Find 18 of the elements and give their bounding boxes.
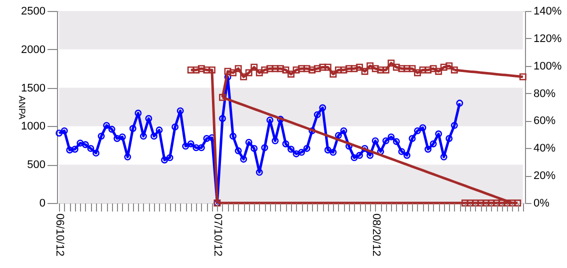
x-tick-label: 08/20/12 [370,214,382,256]
y2-tick-label: 20% [534,170,556,182]
y2-tick-label: 0% [534,198,550,210]
x-tick-label: 07/10/12 [212,214,224,256]
y2-tick-label: 140% [534,6,562,18]
y2-tick-label: 40% [534,142,556,155]
y-tick-label: 0 [39,198,46,210]
y-tick-label: 1000 [21,120,46,133]
y-tick-label: 500 [27,159,46,172]
y2-tick-label: 100% [534,60,562,72]
y2-tick-label: 60% [534,115,556,128]
y-tick-label: 1500 [21,82,46,94]
x-tick-label: 06/10/12 [54,214,66,256]
y-tick-label: 2500 [21,6,46,18]
y2-tick-label: 120% [534,32,562,45]
y-tick-label: 2000 [21,44,46,56]
y2-tick-label: 80% [534,88,556,100]
y-axis-title: ANPA [17,96,28,120]
